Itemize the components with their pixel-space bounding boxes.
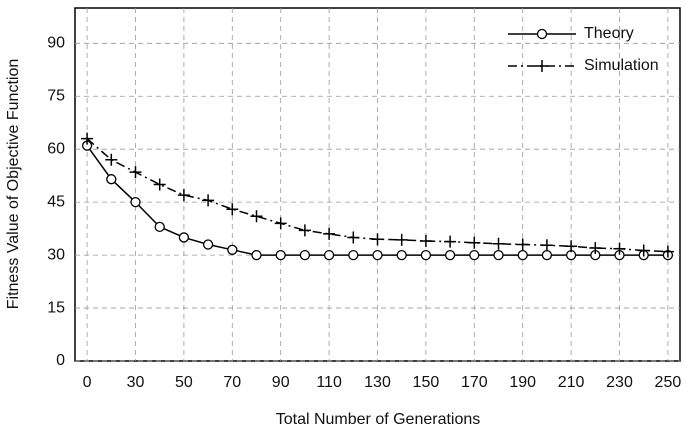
x-tick-label: 110 xyxy=(316,374,342,391)
point xyxy=(130,196,141,208)
point xyxy=(536,60,548,72)
point xyxy=(536,28,548,40)
x-tick-label: 130 xyxy=(364,374,391,391)
point xyxy=(298,224,311,237)
x-tick-label: 30 xyxy=(127,374,145,391)
x-tick-label: 190 xyxy=(509,374,536,391)
point xyxy=(251,249,262,261)
point xyxy=(444,235,457,248)
point xyxy=(419,234,432,247)
y-tick-label: 60 xyxy=(47,140,65,157)
point xyxy=(226,203,239,216)
y-tick-label: 30 xyxy=(47,246,65,263)
point xyxy=(541,249,553,261)
point xyxy=(348,249,359,261)
x-tick-label: 90 xyxy=(272,374,290,391)
x-axis-label: Total Number of Generations xyxy=(276,411,481,428)
point xyxy=(250,210,263,223)
point xyxy=(129,166,142,179)
point xyxy=(565,240,578,253)
point xyxy=(540,239,553,252)
point xyxy=(637,244,650,257)
point xyxy=(661,245,674,258)
point xyxy=(347,231,360,244)
point xyxy=(613,242,626,255)
point xyxy=(178,232,190,243)
point xyxy=(106,174,117,185)
legend-label: Theory xyxy=(584,25,634,42)
point xyxy=(105,153,118,166)
point xyxy=(372,249,383,261)
point xyxy=(395,233,408,246)
point xyxy=(468,236,481,249)
y-tick-label: 0 xyxy=(56,352,65,369)
x-tick-label: 50 xyxy=(175,374,193,391)
y-axis-label: Fitness Value of Objective Function xyxy=(5,59,22,310)
y-tick-label: 75 xyxy=(47,87,65,104)
point xyxy=(493,249,504,261)
y-tick-label: 15 xyxy=(47,299,65,316)
point xyxy=(153,178,166,191)
x-tick-label: 150 xyxy=(413,374,440,391)
x-tick-label: 250 xyxy=(655,374,682,391)
point xyxy=(274,217,287,230)
point xyxy=(81,132,94,145)
y-tick-label: 90 xyxy=(47,35,65,52)
point xyxy=(469,249,480,261)
point xyxy=(516,238,529,251)
point xyxy=(589,242,602,255)
point xyxy=(371,233,384,246)
point xyxy=(420,249,432,261)
x-tick-label: 210 xyxy=(558,374,585,391)
point xyxy=(299,249,311,261)
point xyxy=(202,194,215,207)
point xyxy=(202,239,214,250)
x-tick-label: 70 xyxy=(223,374,241,391)
point xyxy=(227,244,238,255)
x-tick-label: 170 xyxy=(461,374,488,391)
x-tick-label: 230 xyxy=(606,374,633,391)
legend-label: Simulation xyxy=(584,57,659,74)
point xyxy=(177,189,190,202)
point xyxy=(517,249,528,261)
x-tick-label: 0 xyxy=(83,374,92,391)
point xyxy=(323,227,336,240)
point xyxy=(154,221,165,233)
point xyxy=(444,249,456,261)
point xyxy=(323,249,335,261)
y-tick-label: 45 xyxy=(47,193,65,210)
point xyxy=(275,249,286,261)
point xyxy=(492,237,505,250)
point xyxy=(396,249,407,261)
